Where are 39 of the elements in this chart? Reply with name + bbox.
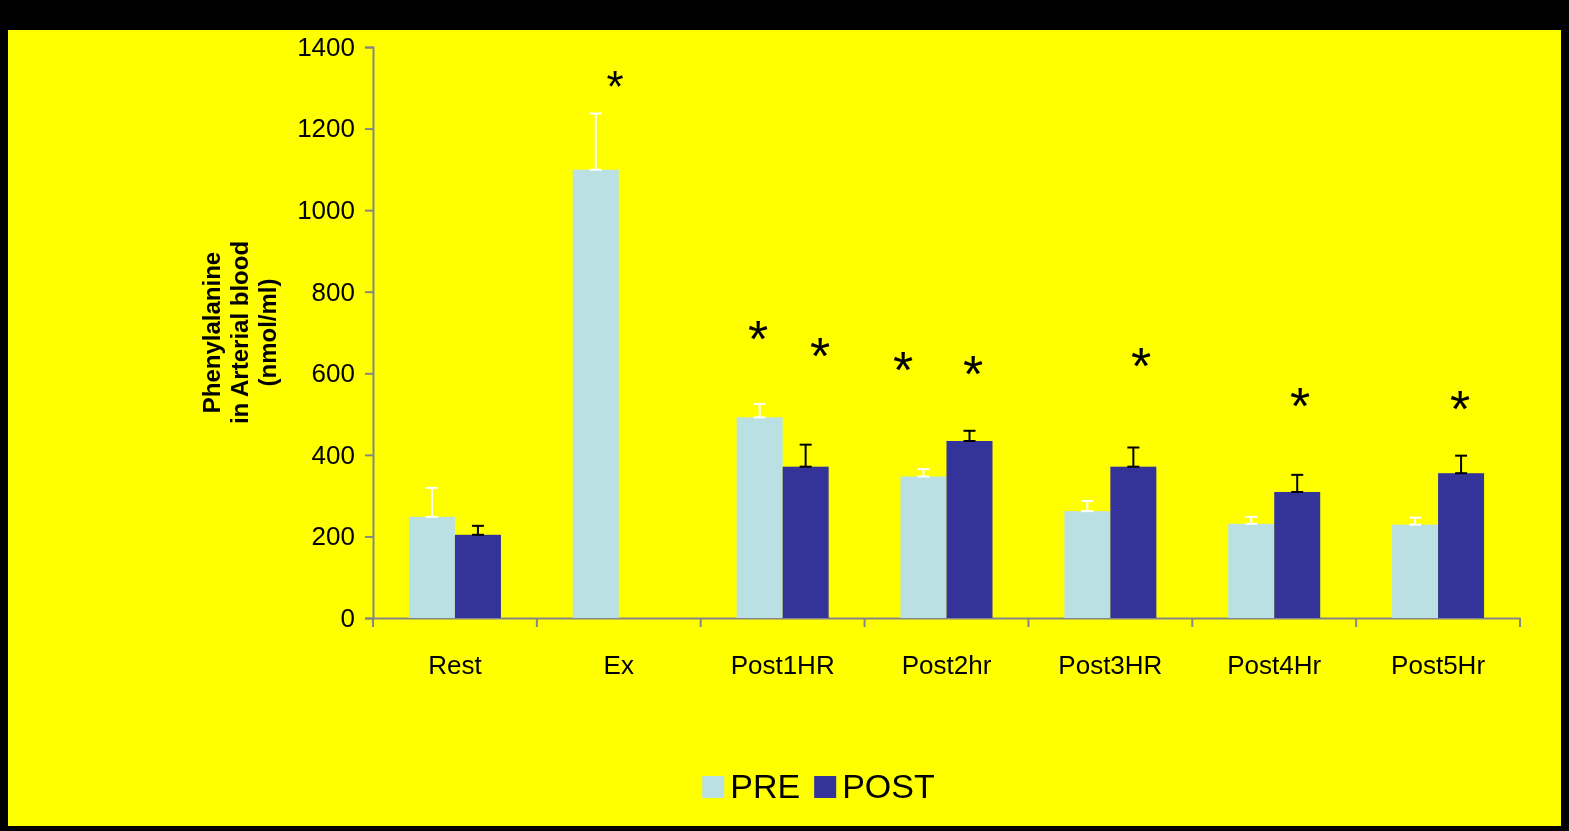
bar <box>1064 511 1111 618</box>
annotation: * <box>1289 377 1311 435</box>
x-tick-label: Post3HR <box>1058 650 1163 681</box>
y-tick-label: 1200 <box>297 113 355 144</box>
annotation: * <box>747 310 769 368</box>
annotation: * <box>892 341 914 399</box>
annotation: * <box>606 62 624 111</box>
bar <box>1228 523 1275 618</box>
x-tick-label: Post2hr <box>901 650 992 681</box>
x-tick-label: Post5Hr <box>1391 650 1486 681</box>
y-tick-label: 0 <box>340 602 355 633</box>
bar <box>572 169 619 618</box>
bar <box>1110 466 1157 618</box>
y-tick-label: 1400 <box>297 31 355 62</box>
bar <box>1438 473 1485 618</box>
annotation: * <box>1449 380 1471 438</box>
annotation: * <box>1130 337 1152 395</box>
x-tick-label: Post1HR <box>730 650 835 681</box>
legend-label: POST <box>842 767 935 805</box>
bar <box>408 516 455 618</box>
x-tick-label: Post4Hr <box>1227 650 1322 681</box>
bar <box>736 417 783 618</box>
x-tick-label: Ex <box>603 650 634 681</box>
bar <box>454 534 501 618</box>
y-tick-label: 1000 <box>297 194 355 225</box>
bar <box>900 476 947 618</box>
y-tick-label: 800 <box>311 276 355 307</box>
bar <box>1274 491 1321 618</box>
legend-label: PRE <box>730 767 801 805</box>
x-tick-label: Rest <box>428 650 483 681</box>
annotation: * <box>962 345 984 403</box>
bar <box>782 466 829 618</box>
bar <box>946 440 993 618</box>
annotation: * <box>809 327 831 385</box>
bar <box>1392 524 1439 618</box>
y-tick-label: 600 <box>311 358 355 389</box>
y-axis-title: Phenylalanine in Arterial blood (nmol/ml) <box>198 240 281 425</box>
y-tick-label: 200 <box>311 521 355 552</box>
y-tick-label: 400 <box>311 439 355 470</box>
